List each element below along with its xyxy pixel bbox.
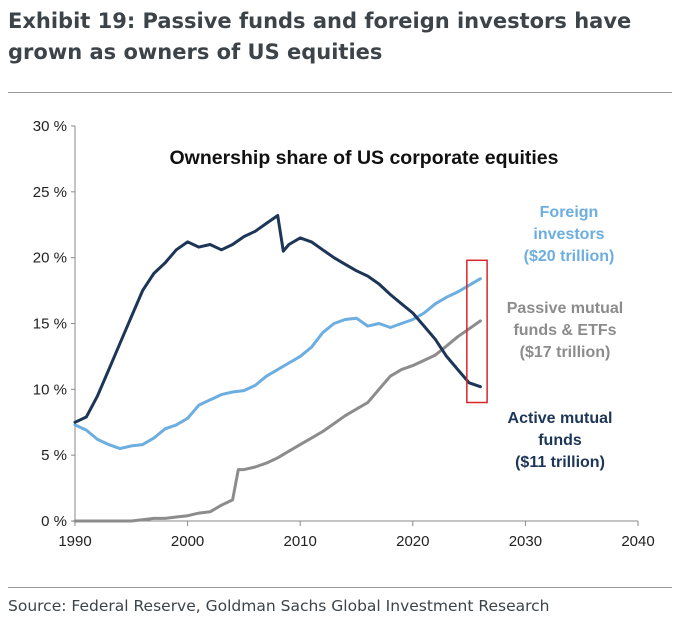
highlight-box bbox=[466, 259, 488, 404]
x-tick-label: 2030 bbox=[509, 533, 542, 550]
series-label-line: Passive mutual bbox=[507, 300, 624, 317]
y-tick-label: 30 % bbox=[33, 118, 67, 135]
y-tick-label: 15 % bbox=[33, 316, 67, 333]
series-label-line: Foreign bbox=[540, 204, 599, 221]
ownership-line-chart: Ownership share of US corporate equities… bbox=[33, 118, 655, 550]
y-tick-label: 10 % bbox=[33, 381, 67, 398]
source-note: Source: Federal Reserve, Goldman Sachs G… bbox=[8, 597, 550, 615]
y-tick-label: 5 % bbox=[41, 447, 67, 464]
y-tick-label: 25 % bbox=[33, 184, 67, 201]
series-line-passive bbox=[73, 319, 482, 523]
series-label-active: Active mutual funds ($11 trillion) bbox=[508, 410, 613, 471]
series-label-foreign: Foreign investors ($20 trillion) bbox=[524, 204, 615, 265]
series-label-passive: Passive mutual funds & ETFs ($17 trillion) bbox=[507, 300, 624, 361]
series-line-foreign bbox=[73, 277, 482, 451]
x-tick-label: 2010 bbox=[284, 533, 317, 550]
x-tick-label: 2020 bbox=[396, 533, 429, 550]
series-label-line: ($20 trillion) bbox=[524, 248, 615, 265]
top-divider bbox=[8, 92, 672, 93]
y-tick-label: 0 % bbox=[41, 513, 67, 530]
series-label-line: ($17 trillion) bbox=[520, 344, 611, 361]
series-label-line: Active mutual bbox=[508, 410, 613, 427]
x-tick-label: 2040 bbox=[621, 533, 654, 550]
series-label-line: funds bbox=[538, 432, 582, 449]
series-label-line: ($11 trillion) bbox=[515, 454, 605, 471]
y-tick-label: 20 % bbox=[33, 250, 67, 267]
page-title: Exhibit 19: Passive funds and foreign in… bbox=[8, 9, 632, 64]
series-line-active bbox=[73, 214, 482, 424]
x-tick-label: 1990 bbox=[58, 533, 91, 550]
chart-title: Ownership share of US corporate equities bbox=[169, 147, 558, 169]
bottom-divider bbox=[8, 587, 672, 588]
x-tick-label: 2000 bbox=[171, 533, 204, 550]
series-label-line: investors bbox=[533, 226, 604, 243]
series-label-line: funds & ETFs bbox=[513, 322, 616, 339]
